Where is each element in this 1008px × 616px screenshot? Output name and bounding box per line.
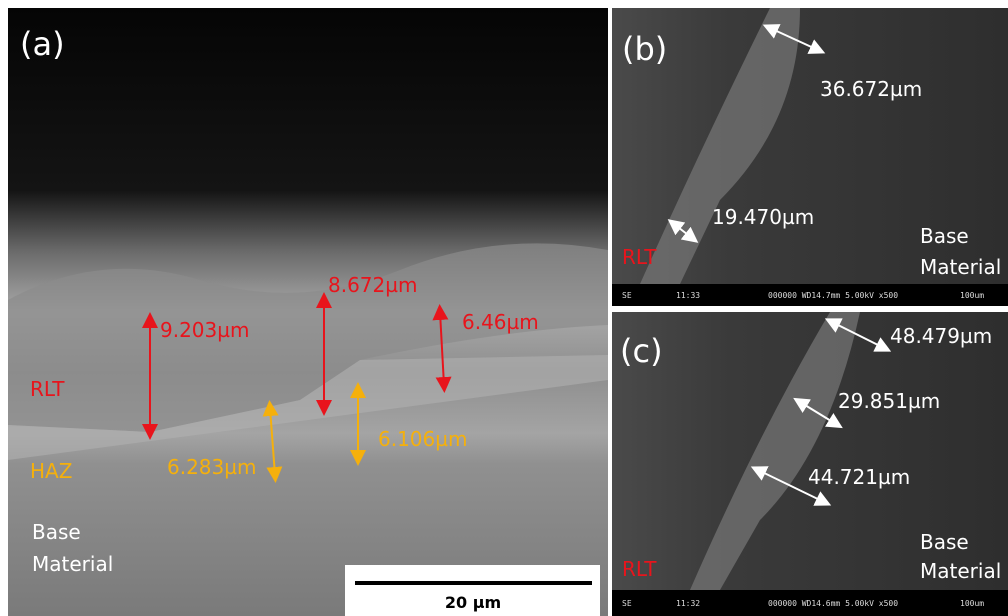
region-label: Material xyxy=(920,255,1001,279)
region-label: Material xyxy=(920,559,1001,583)
panel-b: (b) 36.672µm 19.470µm RLT Base Material … xyxy=(612,8,1008,306)
region-label: Base xyxy=(920,530,969,554)
measurement: 44.721µm xyxy=(808,465,910,489)
region-label: RLT xyxy=(622,245,657,269)
info-text: 000000 WD14.6mm 5.00kV x500 xyxy=(768,599,898,608)
scale-bar xyxy=(355,581,592,585)
measurement: 8.672µm xyxy=(328,273,417,297)
info-text: 100um xyxy=(960,599,984,608)
info-text: SE xyxy=(622,291,632,300)
region-label: Base xyxy=(920,224,969,248)
region-label: Material xyxy=(32,552,113,576)
measurement: 29.851µm xyxy=(838,389,940,413)
measurement: 36.672µm xyxy=(820,77,922,101)
measurement: 6.46µm xyxy=(462,310,539,334)
region-label: RLT xyxy=(30,377,65,401)
panel-label: (b) xyxy=(622,30,667,68)
info-text: 11:32 xyxy=(676,599,700,608)
info-text: 11:33 xyxy=(676,291,700,300)
panel-label: (c) xyxy=(620,332,663,370)
measurement: 19.470µm xyxy=(712,205,814,229)
info-text: SE xyxy=(622,599,632,608)
region-label: Base xyxy=(32,520,81,544)
measurement: 6.283µm xyxy=(167,455,256,479)
measurement: 6.106µm xyxy=(378,427,467,451)
scale-bar-label: 20 µm xyxy=(445,593,501,612)
measurement: 48.479µm xyxy=(890,324,992,348)
region-label: RLT xyxy=(622,557,657,581)
info-text: 000000 WD14.7mm 5.00kV x500 xyxy=(768,291,898,300)
info-text: 100um xyxy=(960,291,984,300)
panel-a: (a) 8.672µm 9.203µm 6.46µm 6.283µm 6.106… xyxy=(8,8,608,616)
measurement: 9.203µm xyxy=(160,318,249,342)
panel-c: (c) 48.479µm 29.851µm 44.721µm RLT Base … xyxy=(612,312,1008,616)
figure: (a) 8.672µm 9.203µm 6.46µm 6.283µm 6.106… xyxy=(0,0,1008,616)
panel-label: (a) xyxy=(20,25,65,63)
region-label: HAZ xyxy=(30,459,72,483)
